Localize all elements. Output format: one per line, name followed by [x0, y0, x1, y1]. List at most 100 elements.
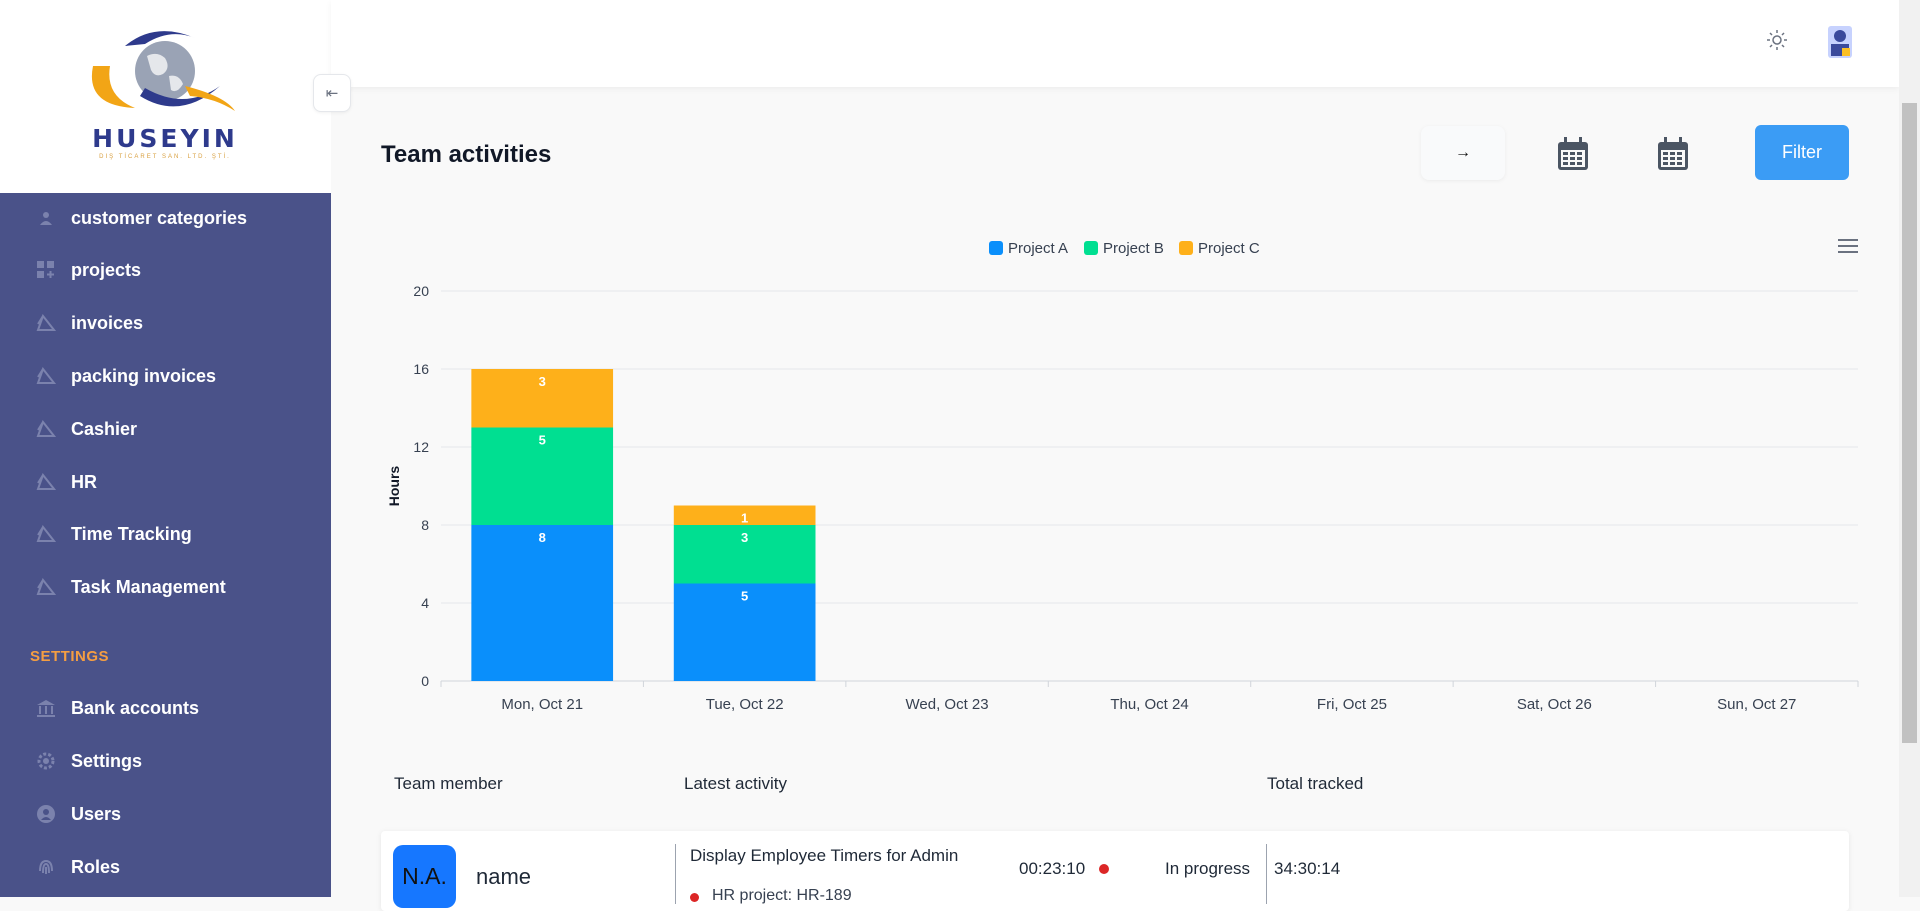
user-avatar-button[interactable] [1826, 24, 1854, 60]
triangle-icon [35, 523, 57, 545]
x-tick-label: Sun, Oct 27 [1717, 696, 1796, 713]
user-icon [35, 803, 57, 825]
y-axis-label: Hours [386, 466, 402, 507]
data-label: 5 [741, 589, 748, 604]
legend-label: Project B [1103, 240, 1164, 257]
sidebar-item-label: Bank accounts [71, 697, 200, 718]
column-header-total-tracked: Total tracked [1267, 774, 1364, 793]
bar-segment [471, 369, 614, 428]
triangle-icon [35, 471, 57, 493]
x-tick-label: Mon, Oct 21 [501, 696, 583, 713]
recording-indicator [1099, 864, 1109, 874]
logo-wordmark: HUSEYIN [92, 124, 238, 153]
sidebar-item-time-tracking[interactable]: Time Tracking [0, 512, 331, 556]
logo-subtext: DIŞ TİCARET SAN. LTD. ŞTİ. [99, 154, 231, 160]
sidebar-item-label: Settings [71, 750, 143, 771]
y-tick-label: 0 [421, 673, 429, 689]
sidebar-item-packing-invoices[interactable]: packing invoices [0, 354, 331, 398]
next-range-button[interactable]: → [1421, 126, 1505, 180]
scrollbar-thumb[interactable] [1902, 103, 1917, 743]
y-tick-label: 16 [413, 361, 429, 377]
bar-segment [673, 505, 816, 525]
sidebar-item-label: Roles [71, 856, 121, 877]
globe-logo-icon [91, 31, 235, 111]
sidebar-item-label: Time Tracking [71, 523, 192, 544]
legend-swatch [1179, 241, 1193, 255]
sidebar-item-users[interactable]: Users [0, 792, 331, 836]
data-label: 8 [539, 530, 546, 545]
data-label: 3 [741, 530, 748, 545]
team-activities-chart: 0 4 8 12 16 20 Hours Mon, Oct 21 8 5 3 Tue, Oct 22 5… [386, 240, 1859, 713]
total-tracked-value: 34:30:14 [1274, 859, 1341, 878]
sidebar-item-bank-accounts[interactable]: Bank accounts [0, 686, 331, 730]
sidebar-item-label: Task Management [71, 576, 226, 597]
column-header-latest-activity: Latest activity [684, 774, 787, 793]
theme-toggle-button[interactable] [1763, 26, 1791, 54]
logo-area: HUSEYIN DIŞ TİCARET SAN. LTD. ŞTİ. [0, 0, 331, 193]
legend-label: Project C [1198, 240, 1260, 257]
activity-project: HR project: HR-189 [712, 887, 852, 904]
y-tick-label: 8 [421, 517, 429, 533]
triangle-icon [35, 418, 57, 440]
sidebar-item-customer-categories[interactable]: customer categories [0, 196, 331, 240]
sidebar-item-label: Cashier [71, 418, 138, 439]
sidebar-item-label: invoices [71, 312, 144, 333]
data-label: 3 [539, 374, 546, 389]
sidebar-item-projects[interactable]: projects [0, 248, 331, 292]
bar-segment [471, 427, 614, 525]
sidebar-item-label: HR [71, 471, 97, 492]
start-date-picker[interactable] [1556, 136, 1590, 172]
triangle-icon [35, 576, 57, 598]
column-divider [1266, 844, 1267, 904]
data-label: 5 [539, 433, 546, 448]
settings-section-heading: SETTINGS [30, 648, 110, 665]
bar-segment [673, 525, 816, 584]
x-tick-label: Tue, Oct 22 [706, 696, 784, 713]
end-date-picker[interactable] [1656, 136, 1690, 172]
legend-swatch [1084, 241, 1098, 255]
sidebar-item-hr[interactable]: HR [0, 460, 331, 504]
triangle-icon [35, 365, 57, 387]
sidebar-item-roles[interactable]: Roles [0, 845, 331, 889]
brand-logo[interactable]: HUSEYIN DIŞ TİCARET SAN. LTD. ŞTİ. [85, 26, 245, 161]
bank-icon [35, 697, 57, 719]
bar-segment [471, 525, 614, 681]
column-divider [675, 844, 676, 904]
avatar: N.A. [393, 845, 456, 908]
grid-plus-icon [35, 259, 57, 281]
y-tick-label: 12 [413, 439, 429, 455]
user-avatar-icon [1828, 26, 1852, 58]
sidebar-item-label: packing invoices [71, 365, 217, 386]
legend-label: Project A [1008, 240, 1068, 257]
x-tick-label: Thu, Oct 24 [1110, 696, 1188, 713]
collapse-sidebar-button[interactable]: ⇤ [313, 74, 351, 112]
member-name: name [476, 864, 532, 889]
legend-swatch [989, 241, 1003, 255]
sidebar-item-settings[interactable]: Settings [0, 739, 331, 783]
sun-icon [1767, 30, 1787, 50]
fingerprint-icon [35, 856, 57, 878]
status-badge: In progress [1165, 859, 1251, 878]
sidebar-item-label: Users [71, 803, 122, 824]
calendar-icon [1558, 137, 1588, 170]
y-tick-label: 20 [413, 283, 429, 299]
users-icon [35, 207, 57, 229]
chart-menu-icon[interactable] [1838, 238, 1858, 254]
activity-project-dot [690, 893, 699, 902]
sidebar-item-cashier[interactable]: Cashier [0, 407, 331, 451]
data-label: 1 [741, 511, 748, 526]
filter-button[interactable]: Filter [1755, 125, 1849, 180]
page-title: Team activities [381, 141, 552, 168]
activity-title: Display Employee Timers for Admin [690, 846, 959, 865]
y-tick-label: 4 [421, 595, 429, 611]
table-row[interactable] [381, 831, 1849, 911]
x-tick-label: Sat, Oct 26 [1517, 696, 1592, 713]
top-bar [331, 0, 1899, 87]
column-header-team-member: Team member [394, 774, 503, 793]
activity-timer: 00:23:10 [1019, 859, 1086, 878]
sidebar-item-task-management[interactable]: Task Management [0, 565, 331, 609]
sidebar-item-invoices[interactable]: invoices [0, 301, 331, 345]
sidebar: HUSEYIN DIŞ TİCARET SAN. LTD. ŞTİ. custo… [0, 0, 331, 897]
sidebar-item-label: customer categories [71, 207, 248, 228]
x-tick-label: Fri, Oct 25 [1317, 696, 1387, 713]
